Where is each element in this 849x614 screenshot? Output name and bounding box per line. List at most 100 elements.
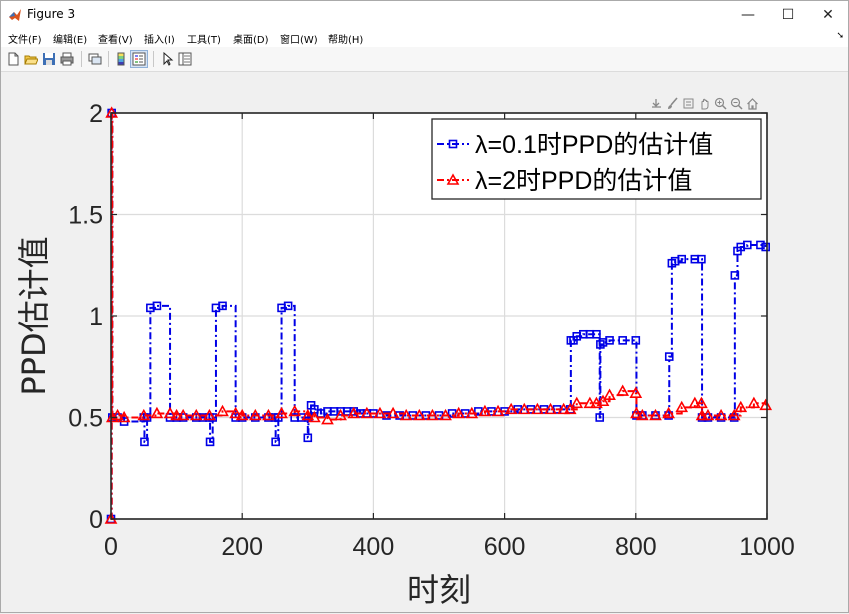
- open-file-icon[interactable]: [23, 51, 39, 67]
- triangle-marker: [216, 404, 229, 417]
- x-tick-label: 800: [615, 533, 657, 561]
- triangle-marker: [321, 412, 334, 425]
- triangle-marker: [630, 406, 643, 419]
- triangle-marker: [701, 408, 715, 421]
- y-tick-label: 0.5: [68, 405, 103, 433]
- triangle-marker: [531, 402, 544, 415]
- print-icon[interactable]: [59, 51, 75, 67]
- triangle-marker: [248, 408, 262, 421]
- maximize-icon: ☐: [781, 7, 795, 23]
- triangle-marker: [714, 408, 728, 421]
- legend-icon[interactable]: [130, 50, 148, 68]
- triangle-marker: [301, 408, 315, 421]
- triangle-marker: [734, 400, 748, 413]
- menu-edit[interactable]: 编辑(E): [53, 35, 88, 46]
- y-axis-label: PPD估计值: [15, 236, 53, 395]
- maximize-button[interactable]: ☐: [768, 1, 808, 29]
- menu-desktop[interactable]: 桌面(D): [233, 35, 269, 46]
- menu-file[interactable]: 文件(F): [8, 35, 42, 46]
- menu-insert[interactable]: 插入(I): [144, 35, 175, 46]
- legend-label-1: λ=0.1时PPD的估计值: [475, 131, 713, 159]
- square-marker: [618, 336, 627, 345]
- menu-tools[interactable]: 工具(T): [187, 35, 221, 46]
- menu-view[interactable]: 查看(V): [98, 35, 133, 46]
- triangle-marker: [347, 406, 361, 419]
- y-tick-label: 1: [89, 303, 103, 331]
- legend-marker-1: [448, 139, 458, 149]
- figure-toolbar: [1, 47, 848, 72]
- triangle-marker: [504, 402, 518, 415]
- y-tick-label: 2: [89, 100, 103, 128]
- menu-window[interactable]: 窗口(W): [280, 35, 318, 46]
- triangle-marker: [727, 408, 741, 421]
- tick-labels: 0 200 400 600 800 1000 0 0.5 1 1.5 2: [68, 100, 795, 561]
- triangle-marker: [308, 410, 321, 423]
- triangle-marker: [288, 404, 302, 417]
- square-marker: [761, 242, 770, 252]
- triangle-marker: [137, 408, 151, 421]
- series-2-line: [110, 112, 767, 520]
- series-layer: [104, 106, 773, 524]
- triangle-marker: [649, 408, 662, 421]
- home-icon[interactable]: [744, 95, 760, 111]
- triangle-marker: [517, 402, 531, 415]
- x-axis-label: 时刻: [407, 571, 471, 609]
- legend-marker-2: [446, 173, 460, 185]
- new-figure-icon[interactable]: [5, 51, 21, 67]
- title-bar[interactable]: Figure 3 — ☐ ✕: [1, 1, 848, 29]
- menu-help[interactable]: 帮助(H): [328, 35, 364, 46]
- triangle-marker: [452, 406, 466, 419]
- edit-plot-arrow-icon[interactable]: [159, 51, 175, 67]
- legend[interactable]: λ=0.1时PPD的估计值 λ=2时PPD的估计值: [431, 118, 762, 200]
- legend-label-2: λ=2时PPD的估计值: [475, 167, 692, 195]
- save-icon[interactable]: [41, 51, 57, 67]
- pan-icon[interactable]: [696, 95, 712, 111]
- square-marker: [605, 336, 614, 345]
- property-inspector-icon[interactable]: [177, 51, 193, 67]
- square-marker: [271, 437, 280, 447]
- close-icon: ✕: [822, 7, 834, 23]
- square-marker: [142, 413, 152, 422]
- link-plot-icon[interactable]: [87, 51, 103, 67]
- triangle-marker: [747, 396, 761, 409]
- square-marker: [677, 254, 687, 264]
- triangle-marker: [117, 410, 131, 423]
- menu-overflow-icon[interactable]: ➘: [836, 31, 844, 41]
- triangle-marker: [675, 400, 689, 413]
- brush-icon[interactable]: [664, 95, 680, 111]
- triangle-marker: [235, 408, 249, 421]
- legend-box: [431, 118, 762, 200]
- zoom-in-icon[interactable]: [712, 95, 728, 111]
- export-icon[interactable]: [648, 95, 664, 111]
- x-tick-label: 1000: [739, 533, 795, 561]
- square-marker: [218, 301, 227, 311]
- toolbar-separator: [153, 51, 154, 67]
- square-marker: [208, 413, 217, 422]
- triangle-marker: [426, 408, 439, 421]
- triangle-marker: [373, 406, 387, 419]
- triangle-marker: [334, 408, 347, 421]
- triangle-marker: [229, 406, 242, 419]
- triangle-marker: [399, 408, 413, 421]
- x-tick-label: 400: [353, 533, 395, 561]
- y-tick-label: 0: [89, 506, 103, 534]
- triangle-marker: [386, 406, 400, 419]
- triangle-marker: [360, 406, 374, 419]
- triangle-marker: [583, 396, 597, 409]
- close-button[interactable]: ✕: [808, 1, 848, 29]
- colorbar-icon[interactable]: [113, 51, 129, 67]
- data-tips-icon[interactable]: [680, 95, 696, 111]
- x-tick-label: 600: [484, 533, 526, 561]
- triangle-marker: [629, 386, 643, 398]
- minimize-button[interactable]: —: [728, 1, 768, 29]
- triangle-marker: [759, 398, 773, 411]
- toolbar-separator: [108, 51, 109, 67]
- square-marker: [595, 413, 605, 422]
- zoom-out-icon[interactable]: [728, 95, 744, 111]
- square-marker: [730, 271, 740, 280]
- triangle-marker: [275, 406, 288, 419]
- triangle-marker: [616, 384, 630, 396]
- triangle-marker: [412, 408, 426, 421]
- series-2: [104, 106, 773, 524]
